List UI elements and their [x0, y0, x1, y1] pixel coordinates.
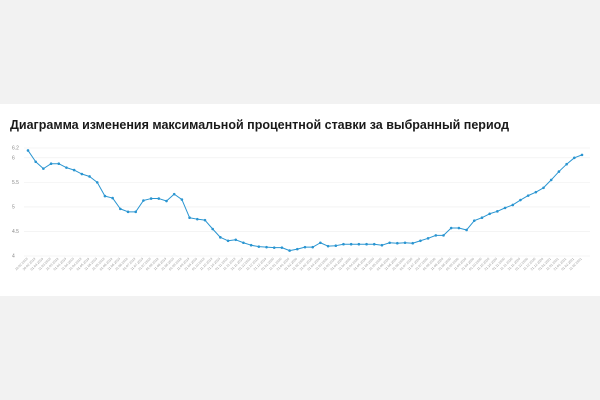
data-point[interactable] [496, 210, 499, 213]
data-point[interactable] [372, 242, 376, 246]
data-point[interactable] [149, 197, 153, 200]
data-point[interactable] [411, 241, 415, 245]
data-point[interactable] [157, 197, 161, 200]
data-point[interactable] [534, 190, 538, 194]
data-point[interactable] [357, 242, 361, 246]
data-point[interactable] [65, 166, 68, 169]
data-point[interactable] [388, 241, 391, 245]
data-point[interactable] [249, 243, 253, 247]
data-point[interactable] [165, 199, 168, 203]
data-point[interactable] [242, 241, 245, 245]
data-point[interactable] [42, 167, 45, 170]
y-tick-label: 4.5 [12, 229, 19, 235]
data-point[interactable] [257, 245, 261, 248]
data-point[interactable] [565, 162, 568, 166]
data-point[interactable] [311, 245, 314, 249]
data-point[interactable] [180, 198, 184, 201]
data-point[interactable] [365, 242, 368, 246]
data-point[interactable] [511, 203, 515, 207]
data-point[interactable] [573, 156, 576, 160]
data-point[interactable] [334, 244, 338, 247]
data-point[interactable] [396, 241, 399, 245]
data-point[interactable] [49, 162, 53, 166]
data-point[interactable] [419, 239, 422, 243]
data-point[interactable] [72, 168, 76, 172]
data-point[interactable] [342, 242, 345, 246]
series-line-layer [27, 150, 583, 252]
data-point[interactable] [188, 216, 191, 220]
data-point[interactable] [211, 227, 214, 231]
data-point[interactable] [126, 210, 130, 214]
data-point[interactable] [26, 149, 30, 152]
data-point[interactable] [57, 162, 61, 166]
data-point[interactable] [288, 249, 291, 252]
data-point[interactable] [380, 243, 384, 247]
data-point[interactable] [195, 217, 199, 221]
data-point[interactable] [134, 210, 138, 214]
grid-lines [24, 147, 590, 257]
data-point[interactable] [303, 245, 307, 249]
data-point[interactable] [403, 241, 407, 245]
data-point[interactable] [272, 246, 276, 249]
data-point[interactable] [203, 218, 207, 222]
y-tick-label: 5 [12, 204, 15, 210]
data-point[interactable] [219, 236, 222, 239]
data-point[interactable] [142, 199, 145, 202]
data-point[interactable] [34, 160, 37, 164]
data-point[interactable] [442, 234, 445, 237]
chart-card: Диаграмма изменения максимальной процент… [0, 104, 600, 296]
data-point[interactable] [526, 194, 530, 197]
data-point[interactable] [296, 247, 299, 251]
data-point[interactable] [326, 244, 330, 248]
data-point[interactable] [226, 239, 230, 243]
y-tick-label: 5.5 [12, 180, 19, 186]
data-point[interactable] [119, 207, 122, 211]
data-point[interactable] [80, 172, 84, 176]
y-tick-label: 6.2 [12, 146, 19, 152]
data-point[interactable] [457, 226, 461, 230]
data-point[interactable] [503, 206, 507, 210]
data-point[interactable] [280, 246, 284, 249]
data-point[interactable] [172, 192, 176, 196]
y-tick-label: 6 [12, 155, 15, 161]
data-point[interactable] [480, 216, 484, 220]
chart-title: Диаграмма изменения максимальной процент… [10, 118, 510, 132]
data-point[interactable] [434, 234, 438, 237]
y-tick-label: 4 [12, 254, 15, 260]
data-point[interactable] [549, 178, 553, 182]
data-point[interactable] [88, 175, 91, 178]
y-axis: 4 4.5 5 5.5 6 6.2 [12, 146, 19, 260]
data-point[interactable] [465, 228, 468, 232]
data-point[interactable] [426, 237, 430, 240]
series-line [27, 150, 583, 252]
data-point[interactable] [449, 226, 453, 230]
data-point[interactable] [472, 219, 476, 222]
data-point[interactable] [111, 196, 114, 200]
data-point[interactable] [103, 194, 107, 198]
data-point[interactable] [488, 212, 491, 216]
data-point[interactable] [234, 238, 238, 242]
data-point[interactable] [265, 245, 268, 249]
data-point[interactable] [519, 198, 522, 202]
data-point[interactable] [557, 170, 561, 173]
data-point[interactable] [95, 181, 99, 184]
data-point[interactable] [542, 186, 545, 190]
data-point[interactable] [319, 241, 322, 245]
data-point[interactable] [349, 242, 353, 246]
data-point[interactable] [580, 153, 584, 157]
x-axis: 10.02.201920.02.201901.03.201911.03.2019… [14, 257, 583, 272]
line-chart: 4 4.5 5 5.5 6 6.2 10.02.201920.02.201901.03.2… [12, 146, 590, 272]
series-points [26, 149, 584, 252]
